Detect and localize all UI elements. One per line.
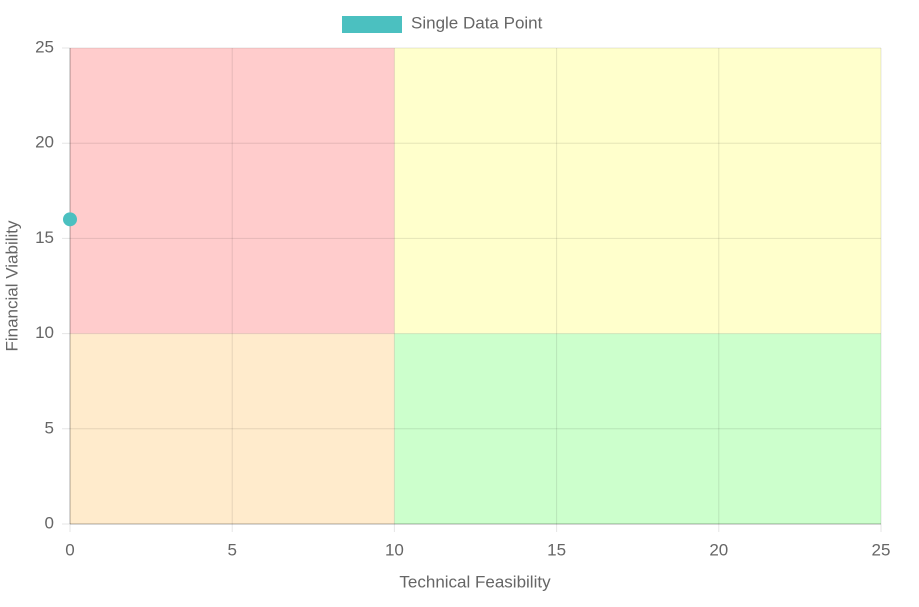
- y-tick-label: 25: [35, 37, 54, 56]
- quadrant: [394, 48, 881, 334]
- y-tick-label: 15: [35, 228, 54, 247]
- quadrant: [70, 333, 395, 524]
- quadrant: [394, 333, 881, 524]
- x-tick-label: 25: [872, 540, 891, 559]
- x-axis-title: Technical Feasibility: [399, 572, 551, 591]
- x-tick-label: 0: [65, 540, 74, 559]
- y-tick-label: 5: [45, 418, 54, 437]
- x-tick-label: 10: [385, 540, 404, 559]
- legend-swatch: [342, 16, 402, 33]
- data-point: [63, 212, 77, 227]
- x-tick-label: 5: [227, 540, 236, 559]
- y-axis-title: Financial Viability: [2, 220, 21, 352]
- x-tick-label: 15: [547, 540, 566, 559]
- x-tick-label: 20: [709, 540, 728, 559]
- y-tick-label: 20: [35, 133, 54, 152]
- quadrant: [70, 48, 395, 334]
- y-tick-label: 10: [35, 323, 54, 342]
- y-tick-label: 0: [45, 513, 54, 532]
- legend-label: Single Data Point: [411, 13, 543, 32]
